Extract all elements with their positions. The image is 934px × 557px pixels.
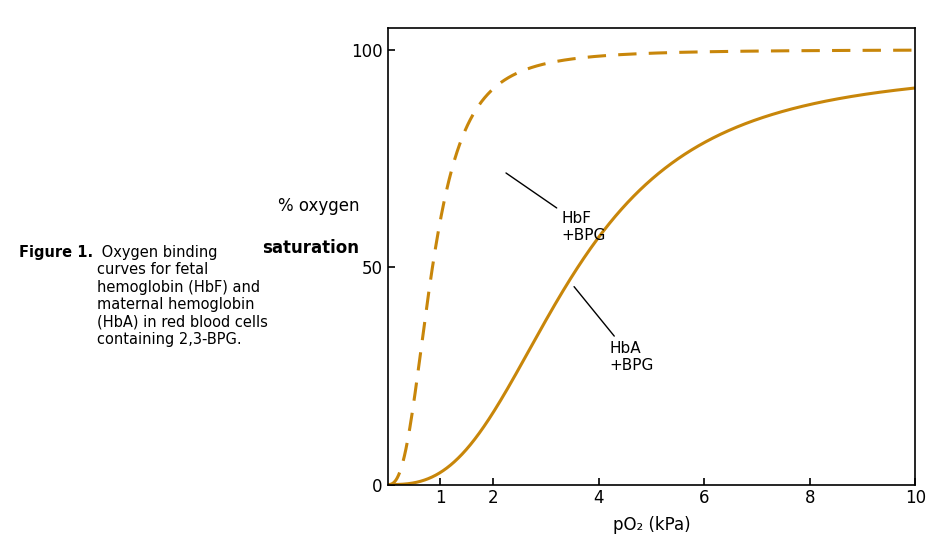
Text: Oxygen binding
curves for fetal
hemoglobin (HbF) and
maternal hemoglobin
(HbA) i: Oxygen binding curves for fetal hemoglob… (97, 245, 268, 347)
X-axis label: pO₂ (kPa): pO₂ (kPa) (613, 516, 690, 534)
Text: % oxygen: % oxygen (278, 197, 360, 215)
Text: Figure 1.: Figure 1. (19, 245, 92, 260)
Text: saturation: saturation (262, 239, 360, 257)
Text: HbF
+BPG: HbF +BPG (506, 173, 606, 243)
Text: HbA
+BPG: HbA +BPG (574, 287, 654, 373)
